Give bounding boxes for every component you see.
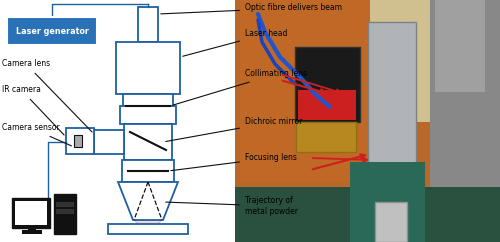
Bar (235, 0, 500, 242)
Text: Camera sensor: Camera sensor (2, 123, 71, 146)
Text: Optic fibre delivers beam: Optic fibre delivers beam (161, 3, 342, 14)
Bar (56, 209, 74, 214)
Bar (123, 94, 173, 106)
Bar (54, 194, 76, 234)
Text: Laser head: Laser head (182, 30, 288, 56)
Bar (66, 128, 94, 154)
Bar (74, 135, 82, 147)
Polygon shape (118, 182, 178, 220)
Bar (15, 201, 47, 225)
Polygon shape (140, 154, 156, 190)
Bar (120, 106, 176, 124)
Text: Focusing lens: Focusing lens (171, 153, 297, 171)
Bar (122, 160, 174, 182)
Bar (108, 224, 188, 234)
Polygon shape (90, 138, 130, 146)
Text: IR camera: IR camera (2, 85, 64, 135)
Bar (296, 122, 356, 152)
Bar (116, 42, 180, 94)
Bar (435, 0, 485, 92)
Bar (12, 198, 50, 228)
Bar (430, 0, 500, 242)
FancyBboxPatch shape (7, 17, 97, 45)
Text: Laser generator: Laser generator (16, 27, 88, 36)
Bar (240, 0, 370, 182)
Bar (124, 124, 172, 160)
Bar (298, 90, 356, 120)
Polygon shape (136, 10, 160, 94)
Bar (350, 162, 425, 242)
Polygon shape (139, 94, 157, 154)
Bar (295, 47, 360, 122)
Bar (22, 230, 42, 234)
Bar (56, 202, 74, 207)
Bar (235, 187, 500, 242)
Bar (375, 202, 407, 242)
Bar (94, 130, 124, 154)
Text: Dichroic mirror: Dichroic mirror (166, 118, 302, 142)
Text: Trajectory of
metal powder: Trajectory of metal powder (166, 196, 298, 216)
Bar (368, 22, 416, 212)
Text: Collimating lens: Collimating lens (172, 69, 307, 105)
Text: Camera lens: Camera lens (2, 60, 92, 132)
Bar (138, 7, 158, 42)
Polygon shape (134, 220, 162, 234)
Bar (370, 0, 500, 122)
Bar (28, 227, 36, 233)
